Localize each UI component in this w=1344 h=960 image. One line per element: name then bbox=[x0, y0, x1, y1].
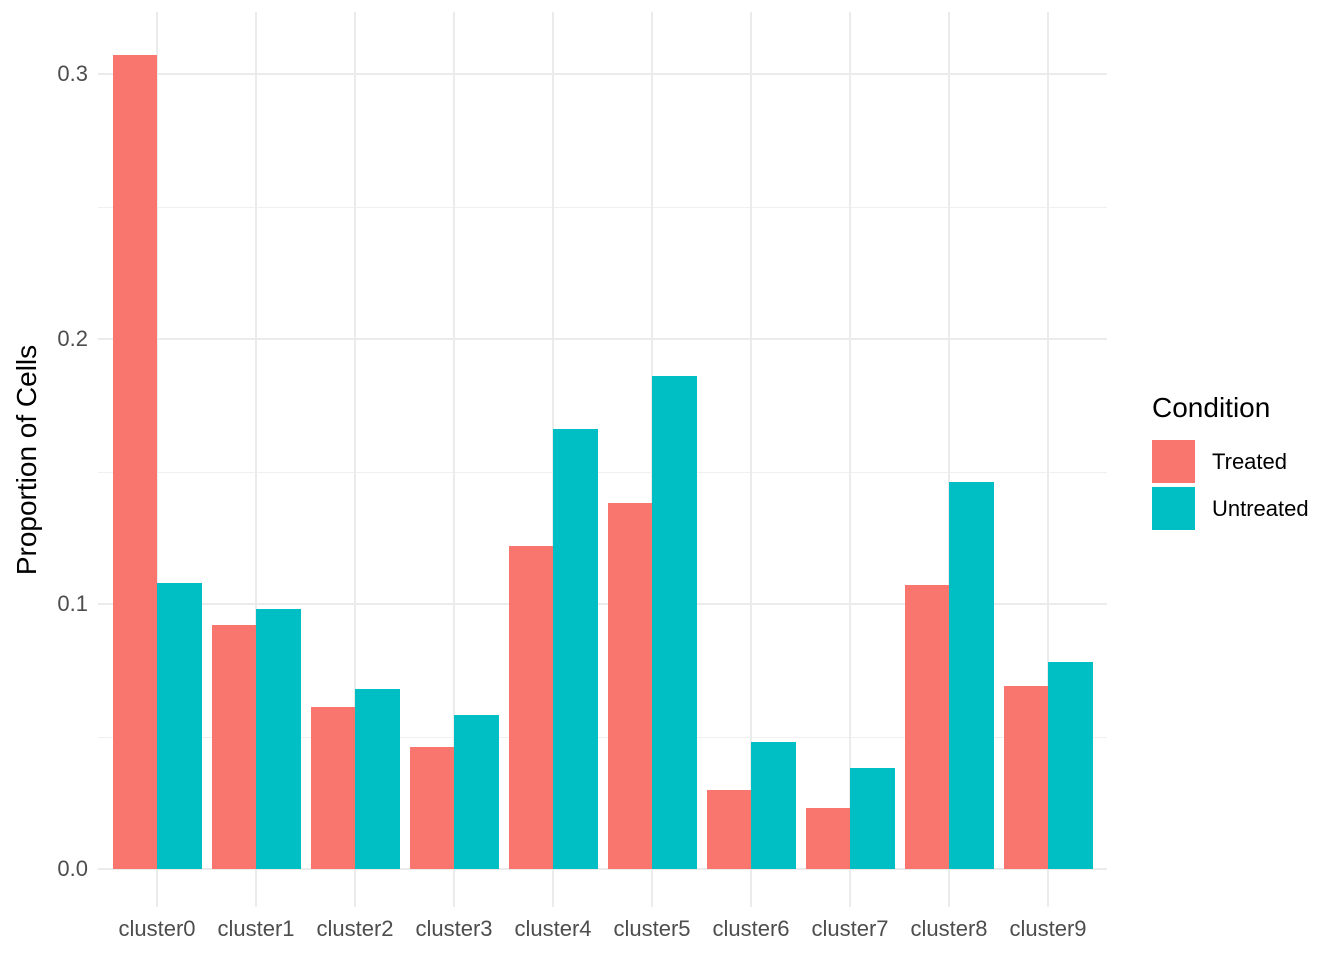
gridline-major-horizontal bbox=[98, 338, 1107, 340]
gridline-major-vertical bbox=[1047, 12, 1049, 907]
x-tick-label: cluster6 bbox=[712, 916, 790, 941]
legend-item-untreated: Untreated bbox=[1152, 487, 1342, 530]
x-tick-label: cluster1 bbox=[217, 916, 295, 941]
gridline-minor-horizontal bbox=[98, 471, 1107, 473]
legend-label: Untreated bbox=[1212, 495, 1309, 521]
legend: Condition Treated Untreated bbox=[1152, 392, 1342, 534]
y-tick-label: 0.1 bbox=[57, 591, 88, 616]
gridline-major-vertical bbox=[255, 12, 257, 907]
x-tick-label: cluster8 bbox=[910, 916, 988, 941]
bar-treated-cluster7 bbox=[805, 808, 850, 869]
bar-untreated-cluster4 bbox=[553, 429, 598, 869]
bar-untreated-cluster3 bbox=[454, 715, 499, 869]
y-axis-title: Proportion of Cells bbox=[11, 344, 42, 576]
legend-key-treated bbox=[1152, 440, 1195, 483]
bar-untreated-cluster5 bbox=[652, 376, 697, 869]
x-tick-label: cluster7 bbox=[811, 916, 889, 941]
gridline-minor-horizontal bbox=[98, 206, 1107, 208]
gridline-major-vertical bbox=[849, 12, 851, 907]
gridline-major-vertical bbox=[750, 12, 752, 907]
gridline-minor-horizontal bbox=[98, 736, 1107, 738]
bar-treated-cluster5 bbox=[607, 503, 652, 869]
bar-untreated-cluster8 bbox=[949, 482, 994, 869]
legend-key-untreated bbox=[1152, 487, 1195, 530]
y-tick-label: 0.3 bbox=[57, 61, 88, 86]
gridline-major-horizontal bbox=[98, 603, 1107, 605]
bar-treated-cluster3 bbox=[409, 747, 454, 869]
bar-untreated-cluster2 bbox=[355, 688, 400, 869]
x-tick-label: cluster5 bbox=[613, 916, 691, 941]
x-tick-label: cluster4 bbox=[514, 916, 592, 941]
bar-untreated-cluster9 bbox=[1048, 662, 1093, 869]
legend-title: Condition bbox=[1152, 392, 1271, 423]
x-tick-label: cluster0 bbox=[118, 916, 196, 941]
bar-treated-cluster2 bbox=[310, 707, 355, 869]
gridline-major-vertical bbox=[948, 12, 950, 907]
bar-untreated-cluster1 bbox=[256, 609, 301, 869]
bar-untreated-cluster7 bbox=[850, 768, 895, 869]
gridline-major-vertical bbox=[453, 12, 455, 907]
bar-treated-cluster6 bbox=[706, 789, 751, 869]
bar-treated-cluster4 bbox=[508, 545, 553, 869]
bar-treated-cluster1 bbox=[211, 625, 256, 869]
gridline-major-vertical bbox=[156, 12, 158, 907]
gridline-major-vertical bbox=[354, 12, 356, 907]
gridline-major-horizontal bbox=[98, 868, 1107, 870]
legend-items: Treated Untreated bbox=[1152, 440, 1342, 530]
legend-label: Treated bbox=[1212, 448, 1288, 474]
bar-untreated-cluster6 bbox=[751, 741, 796, 869]
x-tick-label: cluster2 bbox=[316, 916, 394, 941]
bar-untreated-cluster0 bbox=[157, 582, 202, 869]
bar-treated-cluster0 bbox=[112, 55, 157, 869]
y-tick-label: 0.2 bbox=[57, 326, 88, 351]
y-tick-label: 0.0 bbox=[57, 856, 88, 881]
x-tick-label: cluster3 bbox=[415, 916, 493, 941]
plot-panel bbox=[98, 12, 1107, 907]
legend-item-treated: Treated bbox=[1152, 440, 1342, 483]
x-tick-label: cluster9 bbox=[1009, 916, 1087, 941]
gridline-major-horizontal bbox=[98, 73, 1107, 75]
bar-treated-cluster8 bbox=[904, 585, 949, 869]
bar-treated-cluster9 bbox=[1003, 686, 1048, 869]
